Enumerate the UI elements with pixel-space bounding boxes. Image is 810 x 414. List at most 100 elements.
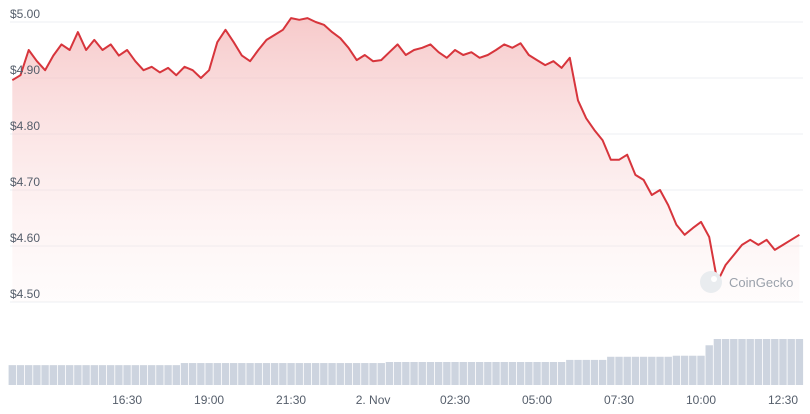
y-tick-label: $4.60 — [10, 231, 40, 245]
volume-bar — [41, 365, 49, 385]
volume-bar — [705, 345, 713, 385]
x-tick-label: 16:30 — [112, 393, 142, 407]
volume-bar — [754, 339, 763, 385]
volume-bar — [221, 363, 230, 385]
volume-bar — [598, 359, 607, 385]
volume-bar — [566, 359, 574, 385]
volume-bar — [139, 365, 148, 385]
volume-bar — [246, 363, 254, 385]
volume-bar — [795, 339, 804, 385]
volume-bar — [164, 365, 172, 385]
volume-bar — [180, 363, 189, 385]
volume-bar — [156, 365, 164, 385]
volume-bar — [311, 363, 320, 385]
volume-bar — [582, 359, 590, 385]
volume-bar — [680, 355, 689, 385]
volume-bar — [623, 356, 631, 385]
volume-bar — [16, 365, 25, 385]
volume-bar — [689, 355, 697, 385]
volume-bar — [508, 362, 517, 385]
volume-bar — [631, 356, 640, 385]
volume-bar — [730, 339, 738, 385]
price-line — [11, 17, 800, 283]
volume-bar — [74, 365, 82, 385]
x-tick-label: 02:30 — [440, 393, 470, 407]
volume-bar — [549, 362, 558, 385]
volume-bar — [615, 356, 623, 385]
volume-bar — [639, 356, 648, 385]
volume-bar — [98, 365, 107, 385]
volume-bar — [115, 365, 123, 385]
volume-bar — [672, 355, 681, 385]
volume-bar — [385, 362, 394, 385]
volume-bar — [279, 363, 287, 385]
x-tick-label: 19:00 — [194, 393, 224, 407]
volume-bar — [787, 339, 795, 385]
volume-bar — [188, 363, 197, 385]
volume-bar — [229, 363, 238, 385]
volume-bar — [336, 363, 344, 385]
volume-bar — [393, 362, 402, 385]
x-tick-label: 2. Nov — [356, 393, 391, 407]
volume-bar — [344, 363, 353, 385]
plot-area — [11, 17, 800, 302]
volume-bar — [516, 362, 525, 385]
volume-bar — [172, 365, 180, 385]
volume-bar — [648, 356, 656, 385]
volume-bar — [254, 363, 262, 385]
volume-bar — [656, 356, 664, 385]
volume-bar — [90, 365, 98, 385]
y-tick-label: $4.90 — [10, 63, 40, 77]
y-tick-label: $5.00 — [10, 7, 40, 21]
x-tick-label: 21:30 — [276, 393, 306, 407]
volume-bar — [779, 339, 787, 385]
volume-bar — [377, 363, 385, 385]
volume-bar — [434, 362, 443, 385]
volume-bar — [574, 359, 582, 385]
volume-bar — [262, 363, 271, 385]
volume-bar — [205, 363, 213, 385]
volume-bars — [8, 339, 804, 385]
volume-bar — [721, 339, 730, 385]
volume-bar — [238, 363, 246, 385]
volume-bar — [328, 363, 336, 385]
volume-bar — [65, 365, 74, 385]
volume-bar — [303, 363, 312, 385]
volume-bar — [213, 363, 221, 385]
volume-bar — [697, 355, 705, 385]
watermark-text: CoinGecko — [729, 275, 793, 290]
axis-labels: $4.50 $4.60 $4.70 $4.80 $4.90 $5.00 16:30 19:00… — [10, 7, 798, 407]
volume-bar — [459, 362, 467, 385]
volume-bar — [500, 362, 508, 385]
watermark-logo — [700, 271, 722, 293]
volume-bar — [320, 363, 328, 385]
x-tick-label: 07:30 — [604, 393, 634, 407]
x-tick-label: 12:30 — [768, 393, 798, 407]
volume-bar — [402, 362, 410, 385]
volume-bar — [33, 365, 41, 385]
volume-bar — [541, 362, 549, 385]
watermark: CoinGecko — [700, 271, 793, 293]
volume-bar — [738, 339, 746, 385]
volume-bar — [49, 365, 57, 385]
volume-bar — [57, 365, 66, 385]
volume-bar — [484, 362, 492, 385]
x-tick-label: 05:00 — [522, 393, 552, 407]
volume-bar — [557, 362, 566, 385]
volume-bar — [410, 362, 418, 385]
volume-bar — [664, 356, 672, 385]
volume-bar — [197, 363, 205, 385]
volume-bar — [418, 362, 426, 385]
volume-bar — [287, 363, 295, 385]
volume-bar — [771, 339, 779, 385]
y-tick-label: $4.80 — [10, 119, 40, 133]
volume-bar — [762, 339, 771, 385]
volume-bar — [451, 362, 459, 385]
volume-bar — [123, 365, 131, 385]
volume-bar — [443, 362, 451, 385]
volume-bar — [361, 363, 369, 385]
volume-bar — [270, 363, 279, 385]
volume-bar — [467, 362, 476, 385]
y-tick-label: $4.50 — [10, 287, 40, 301]
